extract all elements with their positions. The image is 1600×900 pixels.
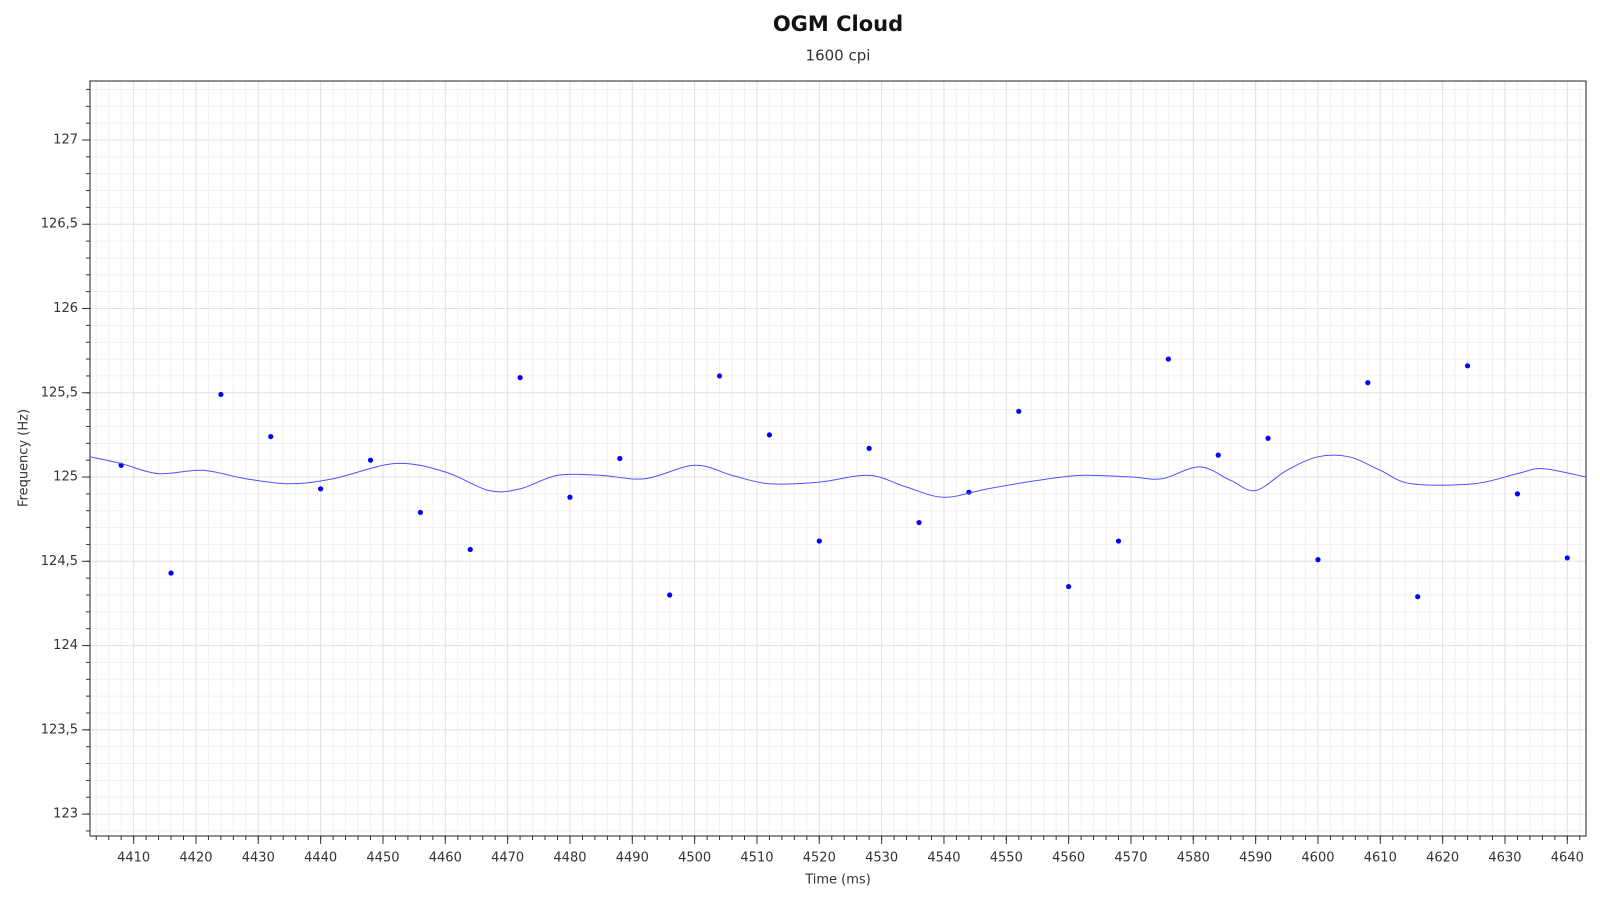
point (268, 433, 274, 440)
x-tick-label: 4440 (304, 851, 337, 866)
x-tick-label: 4490 (616, 851, 649, 866)
point (916, 519, 922, 526)
x-tick-label: 4480 (553, 851, 586, 866)
y-tick-label: 124,5 (41, 554, 78, 569)
point (716, 373, 723, 379)
point (1564, 555, 1570, 561)
x-tick-label: 4590 (1239, 851, 1272, 866)
y-tick-label: 123 (53, 807, 78, 822)
point (1415, 594, 1421, 600)
x-tick-label: 4450 (366, 851, 399, 866)
x-tick-label: 4610 (1364, 851, 1397, 866)
point (168, 570, 174, 576)
x-tick-label: 4430 (242, 851, 275, 866)
x-tick-label: 4640 (1551, 851, 1584, 866)
y-tick-label: 127 (53, 132, 78, 147)
point (1115, 538, 1122, 544)
x-tick-label: 4570 (1114, 851, 1147, 866)
x-tick-label: 4410 (117, 851, 150, 866)
point (417, 509, 423, 516)
x-tick-label: 4550 (990, 851, 1023, 866)
x-axis-title: Time (ms) (804, 873, 871, 888)
point (766, 432, 773, 438)
point (866, 445, 872, 451)
point (318, 486, 324, 492)
point (1365, 380, 1371, 386)
point (367, 457, 374, 463)
x-tick-label: 4530 (865, 851, 898, 866)
point (1514, 491, 1521, 497)
x-tick-label: 4600 (1301, 851, 1334, 866)
point (567, 494, 573, 500)
point (617, 455, 623, 462)
x-tick-label: 4540 (927, 851, 960, 866)
x-tick-label: 4630 (1488, 851, 1521, 866)
point (218, 391, 224, 398)
x-tick-label: 4580 (1177, 851, 1210, 866)
line (89, 454, 1587, 498)
y-tick-label: 126,5 (41, 217, 78, 232)
y-tick-label: 123,5 (41, 722, 78, 737)
y-tick-label: 125 (53, 470, 78, 485)
chart-subtitle: 1600 cpi (806, 47, 871, 65)
y-axis-title: Frequency (Hz) (17, 409, 32, 507)
point (1215, 452, 1221, 458)
x-tick-label: 4620 (1426, 851, 1459, 866)
point (667, 592, 673, 598)
x-tick-label: 4510 (740, 851, 773, 866)
y-tick-label: 125,5 (41, 385, 78, 400)
x-tick-label: 4520 (803, 851, 836, 866)
x-tick-label: 4500 (678, 851, 711, 866)
chart-title: OGM Cloud (773, 12, 903, 36)
point (1016, 408, 1022, 414)
point (1315, 557, 1321, 563)
x-tick-label: 4420 (179, 851, 212, 866)
plot-frame (89, 80, 1587, 837)
point (1464, 363, 1471, 369)
point (1265, 435, 1271, 441)
point (467, 546, 473, 553)
x-tick-label: 4560 (1052, 851, 1085, 866)
point (1066, 583, 1072, 590)
y-tick-label: 126 (53, 301, 78, 316)
point (1165, 356, 1171, 362)
x-tick-label: 4460 (429, 851, 462, 866)
point (517, 375, 523, 381)
point (816, 538, 822, 544)
y-tick-label: 124 (53, 638, 78, 653)
x-tick-label: 4470 (491, 851, 524, 866)
